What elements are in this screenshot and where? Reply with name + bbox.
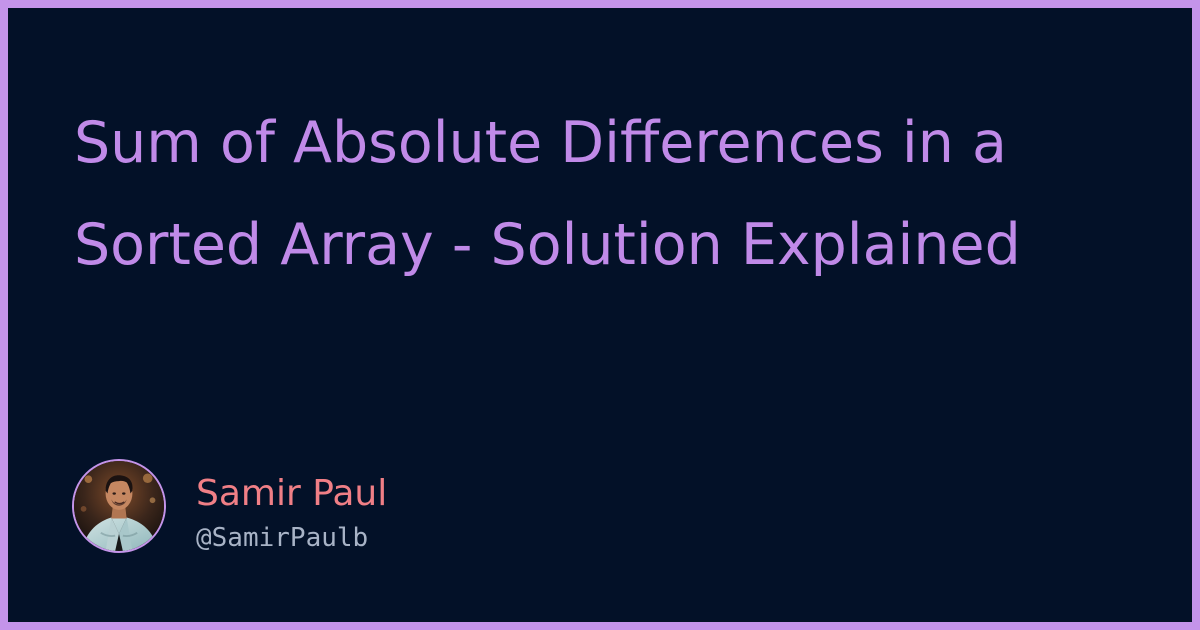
article-title: Sum of Absolute Differences in a Sorted … xyxy=(74,110,1021,278)
author-name: Samir Paul xyxy=(196,473,388,514)
author-photo-icon xyxy=(74,461,164,551)
author-avatar xyxy=(72,459,166,553)
share-card: Sum of Absolute Differences in a Sorted … xyxy=(8,8,1192,622)
author-handle: @SamirPaulb xyxy=(196,523,369,553)
